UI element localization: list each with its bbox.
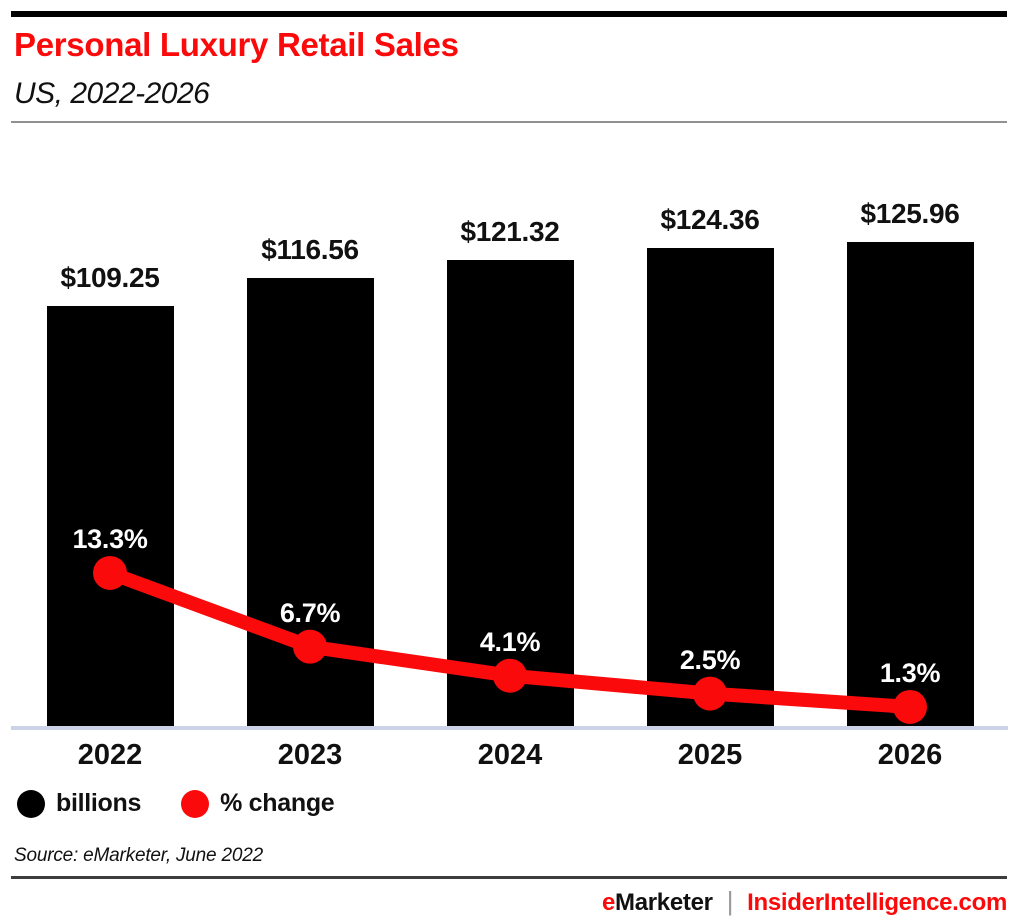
source-note: Source: eMarketer, June 2022: [14, 845, 263, 866]
bar-value-label-2024: $121.32: [460, 215, 560, 247]
footer-separator: |: [726, 886, 734, 916]
bar-value-label-2022: $109.25: [60, 261, 160, 293]
legend-item-billions: billions: [17, 789, 141, 818]
bar-2025: [646, 247, 774, 726]
bar-2026: [846, 241, 974, 726]
pct-change-dot-2026: [893, 689, 927, 724]
pct-change-dot-2023: [293, 629, 327, 664]
pct-change-label-2024: 4.1%: [479, 626, 541, 657]
top-accent-bar: [11, 11, 1007, 17]
x-axis-tick-2022: 2022: [77, 739, 143, 771]
chart-plot-area: $109.25 13.3% 2022 $116.56 6.7% 2023 $121.32 4.…: [0, 150, 1020, 771]
header-divider: [11, 121, 1007, 123]
page-title: Personal Luxury Retail Sales: [14, 26, 459, 63]
bar-2024: [446, 259, 574, 726]
x-axis-line: [11, 726, 1008, 730]
chart-legend: billions % change: [17, 789, 335, 818]
legend-label-pct-change: % change: [220, 789, 335, 817]
x-axis-tick-2024: 2024: [477, 739, 543, 771]
legend-label-billions: billions: [56, 789, 142, 817]
x-axis-tick-2026: 2026: [877, 739, 943, 771]
emarketer-logo-e: e: [601, 889, 616, 916]
pct-change-dot-2022: [93, 555, 127, 590]
page-subtitle: US, 2022-2026: [14, 77, 210, 110]
pct-change-label-2022: 13.3%: [72, 523, 148, 554]
pct-change-dot-2024: [493, 658, 527, 693]
pct-change-label-2025: 2.5%: [679, 644, 741, 675]
footer-branding: eMarketer | InsiderIntelligence.com: [602, 886, 1007, 917]
bar-2022: [46, 305, 174, 726]
pct-change-swatch-icon: [181, 789, 210, 818]
emarketer-logo: eMarketer: [602, 889, 713, 917]
footer-divider: [11, 876, 1007, 879]
x-axis-tick-2025: 2025: [677, 739, 743, 771]
bar-value-label-2023: $116.56: [261, 233, 359, 265]
pct-change-label-2023: 6.7%: [279, 597, 341, 628]
legend-item-pct-change: % change: [181, 789, 335, 818]
bar-value-label-2026: $125.96: [860, 197, 960, 229]
x-axis-tick-2023: 2023: [277, 739, 343, 771]
billions-swatch-icon: [17, 789, 45, 818]
bar-value-label-2025: $124.36: [660, 203, 760, 235]
pct-change-line-layer: [93, 555, 927, 724]
insider-intelligence-link[interactable]: InsiderIntelligence.com: [747, 889, 1007, 916]
pct-change-label-2026: 1.3%: [879, 657, 941, 688]
emarketer-logo-rest: Marketer: [615, 889, 713, 916]
pct-change-dot-2025: [693, 676, 727, 711]
